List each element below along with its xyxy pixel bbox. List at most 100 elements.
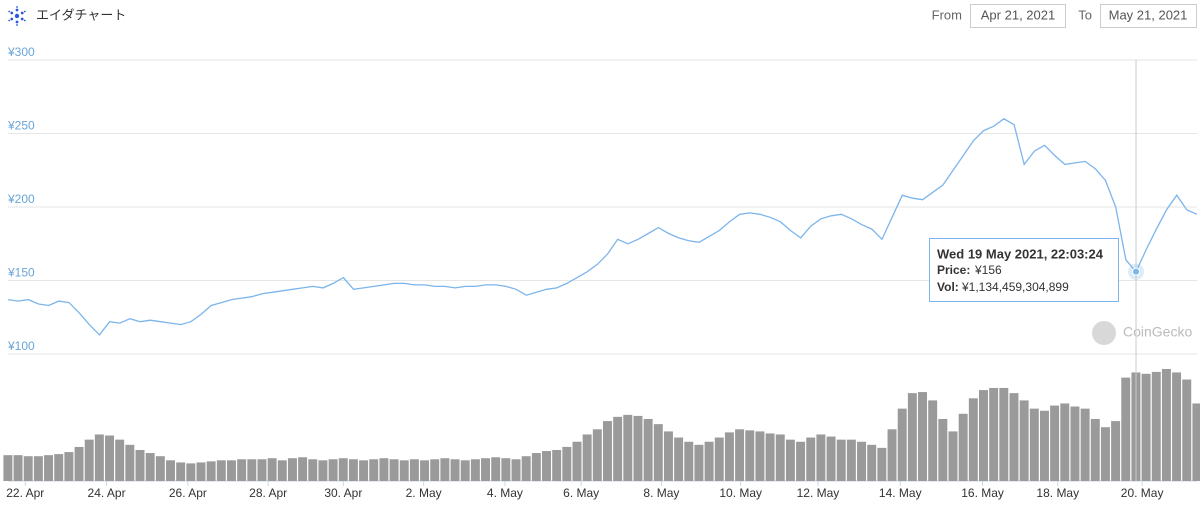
- volume-bar: [999, 387, 1009, 481]
- volume-bar: [562, 446, 572, 481]
- volume-bar: [420, 460, 430, 481]
- volume-bar: [755, 431, 765, 481]
- volume-bar: [3, 455, 13, 481]
- volume-bar: [1009, 393, 1019, 481]
- from-date: Apr 21, 2021: [981, 7, 1055, 22]
- volume-bar: [1141, 373, 1151, 481]
- volume-bar: [938, 418, 948, 481]
- hover-point: [1132, 267, 1141, 276]
- volume-bar: [724, 432, 734, 481]
- x-tick-label: 12. May: [797, 486, 840, 500]
- from-input[interactable]: [970, 4, 1066, 28]
- volume-bar: [979, 390, 988, 481]
- y-tick-label: ¥300: [7, 45, 35, 59]
- volume-bar: [674, 437, 684, 481]
- x-tick-label: 4. May: [487, 486, 523, 500]
- x-tick-label: 16. May: [961, 486, 1004, 500]
- volume-bar: [430, 459, 440, 481]
- volume-bar: [84, 439, 94, 481]
- x-tick-label: 18. May: [1036, 486, 1079, 500]
- volume-bar: [613, 416, 623, 481]
- volume-bar: [44, 455, 54, 481]
- volume-bar: [887, 429, 897, 481]
- volume-bar: [328, 459, 338, 481]
- volume-bar: [694, 444, 704, 481]
- to-input[interactable]: [1100, 4, 1197, 28]
- x-tick-label: 24. Apr: [88, 486, 126, 500]
- volume-bar: [907, 393, 917, 481]
- volume-bar: [796, 441, 806, 481]
- volume-bar: [54, 454, 64, 481]
- volume-bar: [257, 459, 267, 481]
- volume-bar: [836, 439, 846, 481]
- volume-bar: [1121, 377, 1131, 481]
- volume-bar: [968, 398, 978, 481]
- volume-bar: [13, 455, 23, 481]
- x-tick-label: 20. May: [1121, 486, 1164, 500]
- volume-bar: [115, 439, 125, 481]
- volume-bar: [1070, 406, 1080, 481]
- price-line: [7, 118, 1198, 336]
- volume-bar: [105, 435, 115, 481]
- volume-bar: [1019, 400, 1029, 481]
- chart-title: エイダチャート: [36, 7, 126, 22]
- volume-bar: [521, 456, 531, 481]
- volume-bar: [369, 459, 379, 481]
- volume-bar: [481, 458, 491, 481]
- volume-bar: [450, 459, 460, 481]
- volume-bar: [460, 460, 470, 481]
- volume-bar: [633, 415, 643, 481]
- volume-bar: [145, 453, 155, 481]
- volume-bar: [1090, 418, 1100, 481]
- volume-bar: [338, 458, 348, 481]
- volume-bar: [1182, 379, 1192, 481]
- volume-bar: [125, 444, 135, 481]
- volume-bar: [359, 460, 369, 481]
- volume-bar: [348, 459, 358, 481]
- volume-bar: [470, 459, 480, 481]
- watermark-text: CoinGecko: [1123, 324, 1192, 340]
- to-label: To: [1078, 7, 1092, 22]
- volume-bar: [379, 458, 389, 481]
- volume-bar: [1192, 403, 1200, 481]
- logo: [8, 6, 26, 26]
- tooltip: Wed 19 May 2021, 22:03:24 Price: ¥156 Vol: ¥…: [929, 238, 1119, 302]
- volume-bar: [542, 451, 551, 481]
- volume-bar: [33, 456, 43, 481]
- volume-bar: [226, 460, 236, 481]
- x-tick-label: 28. Apr: [249, 486, 287, 500]
- volume-bar: [552, 449, 562, 481]
- volume-bar: [531, 453, 541, 481]
- y-tick-label: ¥200: [7, 192, 35, 206]
- volume-bar: [714, 437, 724, 481]
- volume-bar: [785, 439, 795, 481]
- volume-bar: [196, 462, 206, 481]
- volume-bar: [64, 452, 74, 481]
- volume-bar: [267, 458, 277, 481]
- y-tick-label: ¥250: [7, 119, 35, 133]
- x-tick-label: 6. May: [563, 486, 599, 500]
- x-tick-label: 14. May: [879, 486, 922, 500]
- volume-bar: [166, 460, 175, 481]
- volume-bar: [867, 444, 877, 481]
- x-tick-label: 2. May: [406, 486, 442, 500]
- volume-bar: [572, 441, 582, 481]
- volume-bar: [877, 447, 887, 481]
- tooltip-date: Wed 19 May 2021, 22:03:24: [937, 246, 1104, 261]
- volume-bar: [623, 414, 633, 481]
- volume-bar: [704, 441, 714, 481]
- volume-bar: [958, 413, 968, 481]
- tooltip-vol-label: Vol:: [937, 280, 959, 294]
- volume-bar: [1172, 372, 1182, 481]
- volume-bar: [135, 449, 145, 481]
- volume-bar: [775, 434, 785, 481]
- x-tick-label: 22. Apr: [6, 486, 44, 500]
- volume-bar: [409, 459, 419, 481]
- to-date: May 21, 2021: [1109, 7, 1188, 22]
- x-tick-label: 26. Apr: [169, 486, 207, 500]
- tooltip-price: ¥156: [974, 263, 1002, 277]
- volume-bar: [94, 434, 104, 481]
- tooltip-vol: ¥1,134,459,304,899: [961, 280, 1069, 294]
- volume-bar: [826, 436, 836, 481]
- volume-bar: [989, 387, 999, 481]
